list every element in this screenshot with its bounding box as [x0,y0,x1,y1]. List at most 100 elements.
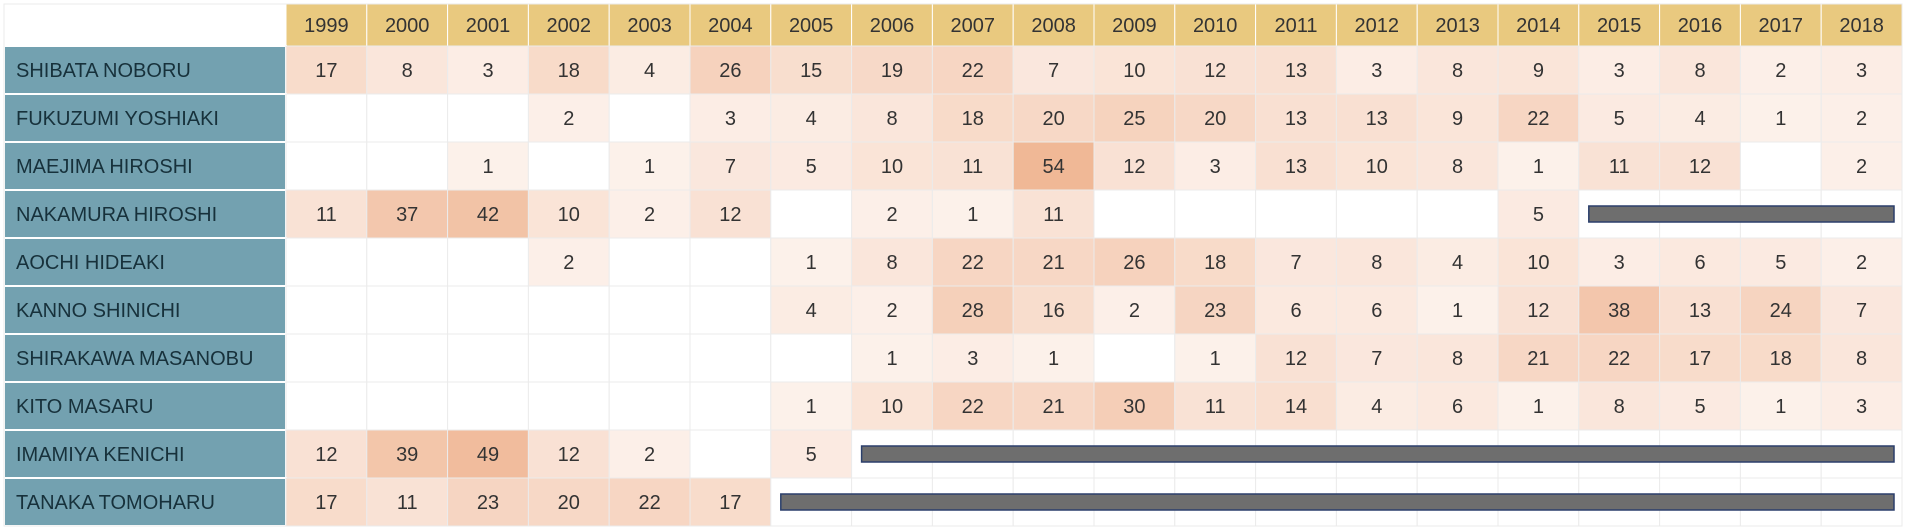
cell-value-label: 26 [719,60,741,82]
year-tick-label: 2016 [1678,15,1723,37]
cell-value-label: 18 [1770,348,1792,370]
year-tick-label: 2006 [870,15,915,37]
year-tick-label: 2011 [1274,15,1317,37]
cell-value-label: 17 [315,492,337,514]
heatmap-cell [1578,333,1661,383]
heatmap-cell [1578,381,1661,431]
heatmap-cell [1416,93,1499,143]
cell-value-label: 1 [482,156,493,178]
heatmap-cell [851,93,933,143]
cell-value-label: 6 [1452,396,1463,418]
heatmap-cell [366,93,449,143]
heatmap-cell [1174,189,1257,239]
cell-value-label: 1 [1452,300,1463,322]
heatmap-cell [285,285,368,335]
heatmap-cell [1497,237,1580,287]
cell-value-label: 20 [1204,108,1226,130]
cell-value-label: 12 [1123,156,1145,178]
cell-value-label: 1 [806,396,817,418]
heatmap-cell [285,45,368,95]
year-header-cell [1659,3,1741,47]
heatmap-cell [1820,381,1903,431]
heatmap-cell [366,333,449,383]
heatmap-cell [1416,285,1499,335]
cell-value-label: 1 [1533,156,1544,178]
cell-value-label: 21 [1527,348,1549,370]
heatmap-cell [770,333,853,383]
row-name-cell [3,189,287,239]
row-name-cell [3,141,287,191]
heatmap-cell [608,429,691,479]
year-tick-label: 2008 [1031,15,1076,37]
row-name-cell [3,237,287,287]
heatmap-cell [1335,189,1418,239]
cell-value-label: 22 [1527,108,1549,130]
cell-value-label: 8 [1694,60,1705,82]
row-name-label: SHIBATA NOBORU [16,60,191,82]
cell-value-label: 20 [558,492,580,514]
cell-value-label: 8 [886,108,897,130]
cell-value-label: 21 [1042,252,1064,274]
year-tick-label: 2017 [1759,15,1804,37]
year-tick-label: 2012 [1355,15,1400,37]
cell-value-label: 10 [881,156,903,178]
heatmap-cell [527,429,610,479]
heatmap-cell [1093,141,1176,191]
year-header-cell [366,3,449,47]
heatmap-cell [689,237,772,287]
row-name-cell [3,429,287,479]
heatmap-cell [1416,189,1499,239]
heatmap-cell [285,93,368,143]
heatmap-cell [1174,237,1257,287]
year-header-cell [1739,3,1822,47]
cell-value-label: 1 [806,252,817,274]
cell-value-label: 5 [1694,396,1705,418]
cell-value-label: 9 [1452,108,1463,130]
cell-value-label: 13 [1689,300,1711,322]
heatmap-cell [608,141,691,191]
heatmap-cell [1659,45,1741,95]
cell-value-label: 3 [1856,60,1867,82]
heatmap-cell [366,141,449,191]
heatmap-cell [770,285,853,335]
year-tick-label: 2005 [789,15,834,37]
cell-value-label: 1 [644,156,655,178]
cell-value-label: 13 [1285,108,1307,130]
cell-value-label: 4 [806,108,817,130]
cell-value-label: 13 [1366,108,1388,130]
heatmap-cell [770,189,853,239]
year-header-cell [1578,3,1661,47]
heatmap-cell [1578,141,1661,191]
heatmap-cell [689,45,772,95]
heatmap-cell [770,45,853,95]
heatmap-cell [285,237,368,287]
cell-value-label: 1 [886,348,897,370]
heatmap-cell [851,45,933,95]
heatmap-cell [608,285,691,335]
cell-value-label: 4 [1694,108,1705,130]
cell-value-label: 4 [1371,396,1382,418]
year-header-cell [851,3,933,47]
cell-value-label: 14 [1285,396,1307,418]
cell-value-label: 11 [1205,396,1226,418]
heatmap-cell [1012,189,1095,239]
cell-value-label: 15 [800,60,822,82]
cell-value-label: 20 [1042,108,1064,130]
heatmap-cell [366,477,449,527]
row-end-bar [1588,205,1895,223]
heatmap-cell [1174,285,1257,335]
heatmap-cell [447,93,529,143]
cell-value-label: 9 [1533,60,1544,82]
cell-value-label: 22 [638,492,660,514]
year-header-cell [285,3,368,47]
cell-value-label: 1 [967,204,978,226]
heatmap-cell [1335,285,1418,335]
heatmap-cell [1335,381,1418,431]
cell-value-label: 3 [1856,396,1867,418]
row-name-label: KANNO SHINICHI [16,300,180,322]
row-name-label: MAEJIMA HIROSHI [16,156,193,178]
cell-value-label: 2 [1856,156,1867,178]
heatmap-cell [689,429,772,479]
cell-value-label: 12 [315,444,337,466]
cell-value-label: 54 [1042,156,1064,178]
